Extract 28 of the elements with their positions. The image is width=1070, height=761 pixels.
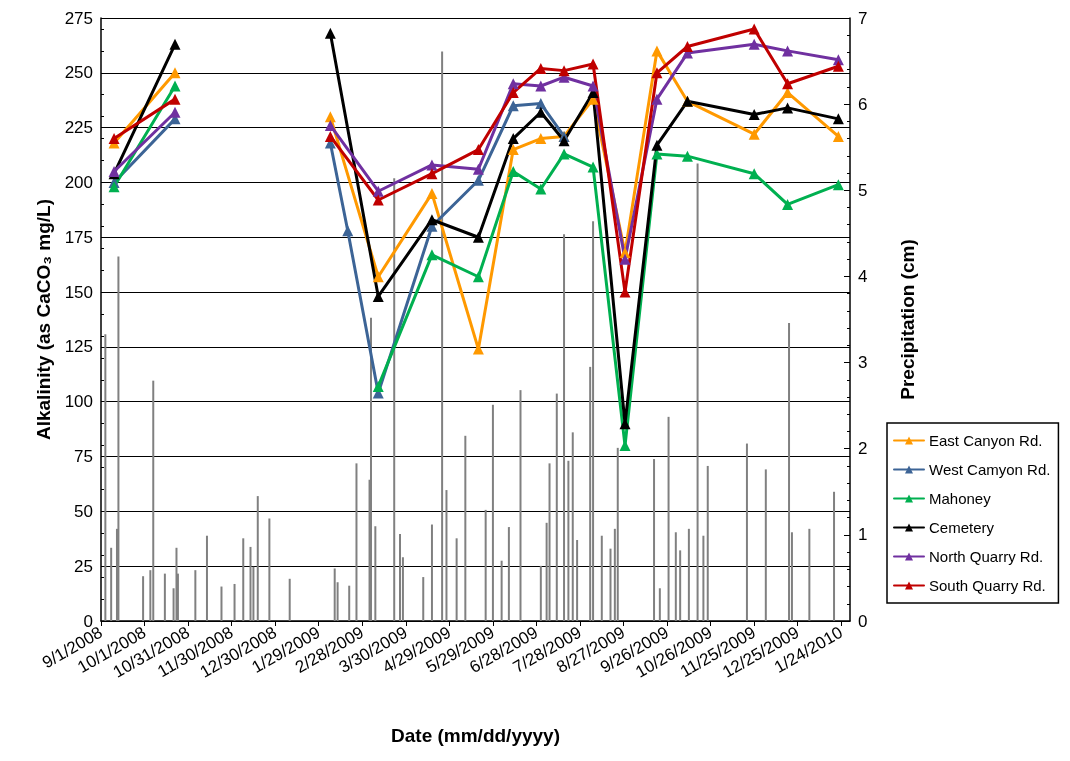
- legend-label: East Canyon Rd.: [929, 432, 1043, 449]
- y-tick-label: 175: [64, 227, 93, 247]
- legend-label: West Camyon Rd.: [929, 461, 1051, 478]
- legend-label: North Quarry Rd.: [929, 548, 1044, 565]
- legend-label: Mahoney: [929, 490, 992, 507]
- y2-tick-label: 5: [858, 180, 868, 200]
- y-tick-label: 100: [64, 392, 93, 412]
- y2-tick-label: 1: [858, 525, 868, 545]
- y2-tick-label: 0: [858, 611, 868, 631]
- y-tick-label: 75: [74, 447, 93, 467]
- y2-axis-title: Precipitation (cm): [897, 239, 918, 400]
- y2-tick-label: 3: [858, 353, 868, 373]
- y-tick-label: 125: [64, 337, 93, 357]
- y-tick-label: 50: [74, 501, 93, 521]
- y-tick-label: 200: [64, 172, 93, 192]
- y-tick-label: 225: [64, 118, 93, 138]
- y2-tick-label: 6: [858, 94, 868, 114]
- y-tick-label: 25: [74, 556, 93, 576]
- y-tick-label: 150: [64, 282, 93, 302]
- y2-tick-label: 4: [858, 266, 868, 286]
- y-tick-label: 250: [64, 63, 93, 83]
- y2-tick-label: 2: [858, 439, 868, 459]
- y2-tick-label: 7: [858, 8, 868, 28]
- y-tick-label: 275: [64, 8, 93, 28]
- x-axis-title: Date (mm/dd/yyyy): [391, 725, 560, 746]
- y-axis-title: Alkalinity (as CaCO₃ mg/L): [33, 198, 54, 441]
- legend-label: Cemetery: [929, 519, 995, 536]
- legend-label: South Quarry Rd.: [929, 577, 1046, 594]
